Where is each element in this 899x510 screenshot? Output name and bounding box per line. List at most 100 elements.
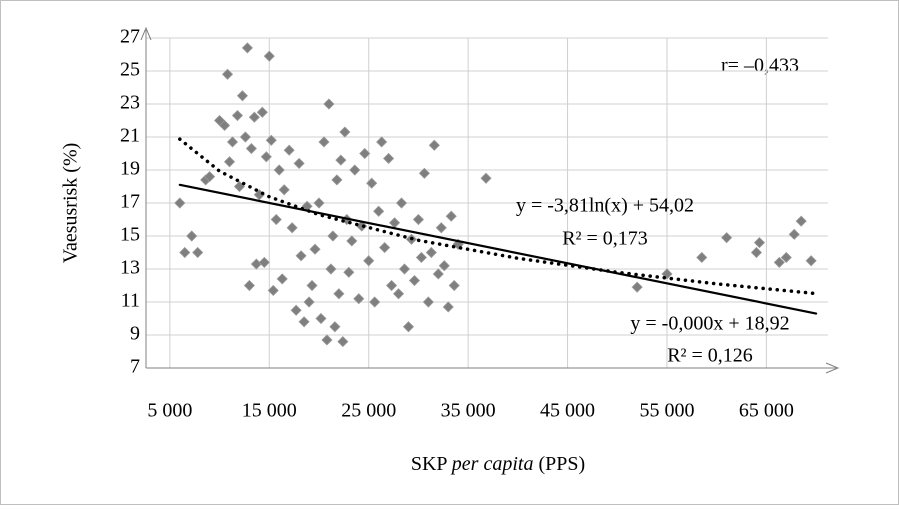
trend-r2: R² = 0,173 [562, 228, 648, 250]
y-tick-label: 23 [120, 92, 140, 114]
point [343, 266, 355, 278]
point [369, 296, 381, 308]
point [445, 210, 457, 222]
point [788, 228, 800, 240]
point [290, 304, 302, 316]
point [276, 273, 288, 285]
point [349, 164, 361, 176]
y-tick-label: 13 [120, 257, 140, 279]
point [258, 256, 270, 268]
point [415, 251, 427, 264]
point [353, 293, 365, 305]
y-tick-label: 25 [120, 59, 140, 81]
point [192, 246, 204, 259]
y-tick-label: 17 [120, 191, 140, 213]
point [267, 284, 279, 297]
point [379, 241, 391, 254]
point [309, 243, 321, 255]
point [363, 255, 375, 267]
point [795, 215, 807, 227]
point [480, 172, 492, 184]
point [306, 279, 318, 292]
y-tick-label: 7 [130, 356, 140, 378]
point [383, 152, 395, 165]
y-tick-label: 11 [121, 290, 140, 312]
point [721, 232, 733, 244]
point [243, 279, 255, 292]
point [386, 279, 398, 292]
x-axis-label: SKP per capita (PPS) [411, 453, 585, 475]
point [325, 263, 337, 275]
point [295, 250, 307, 262]
point [750, 246, 763, 259]
x-tick-label: 15 000 [242, 400, 297, 422]
trend-equation: y = -0,000x + 18,92 [630, 313, 789, 335]
point [805, 255, 817, 267]
trend-r2: R² = 0,126 [667, 345, 753, 367]
x-tick-label: 5 000 [147, 400, 192, 422]
point [435, 222, 447, 234]
point [376, 136, 388, 148]
y-tick-label: 27 [120, 26, 140, 48]
point [428, 139, 440, 151]
point [366, 177, 378, 189]
y-tick-label: 19 [120, 158, 140, 180]
point [329, 321, 341, 333]
x-axis-arrow [825, 362, 840, 374]
point [283, 144, 295, 156]
x-label-part: SKP [411, 453, 452, 475]
x-tick-label: 65 000 [739, 400, 794, 422]
point [339, 126, 351, 138]
point [696, 251, 708, 264]
point [418, 167, 430, 179]
point [432, 268, 444, 280]
point [398, 263, 411, 275]
point [239, 131, 251, 143]
point [422, 296, 434, 308]
point [256, 106, 268, 118]
point [333, 288, 345, 300]
point [265, 134, 277, 146]
point [323, 98, 335, 110]
point [245, 142, 257, 155]
point [373, 205, 385, 217]
point [442, 301, 454, 313]
point [241, 42, 253, 54]
point [303, 296, 315, 308]
point [226, 136, 239, 148]
point [273, 164, 285, 176]
point [298, 316, 310, 328]
point [293, 157, 305, 169]
trend-equation: y = -3,81ln(x) + 54,02 [516, 195, 694, 217]
point [179, 246, 191, 259]
point [331, 174, 343, 186]
x-tick-label: 55 000 [639, 400, 694, 422]
x-tick-label: 45 000 [540, 400, 595, 422]
annotation: r= –0,433 [721, 55, 799, 77]
point [321, 334, 333, 346]
point [392, 288, 405, 300]
trendline [178, 137, 818, 296]
point [174, 197, 186, 209]
point [236, 90, 249, 102]
point [359, 147, 371, 160]
y-tick-label: 15 [120, 224, 140, 246]
point [438, 260, 450, 272]
point [315, 312, 327, 325]
point [186, 230, 198, 242]
y-tick-label: 9 [130, 323, 140, 345]
point [278, 184, 290, 196]
point [218, 119, 231, 132]
point [286, 222, 298, 234]
y-tick-label: 21 [120, 125, 140, 147]
x-label-part: per capita [450, 453, 534, 475]
trendline [178, 183, 818, 315]
point [346, 235, 358, 247]
point [335, 154, 347, 166]
point [231, 109, 244, 122]
point [204, 171, 216, 183]
point [318, 136, 330, 148]
point [395, 197, 408, 209]
point [780, 251, 792, 264]
